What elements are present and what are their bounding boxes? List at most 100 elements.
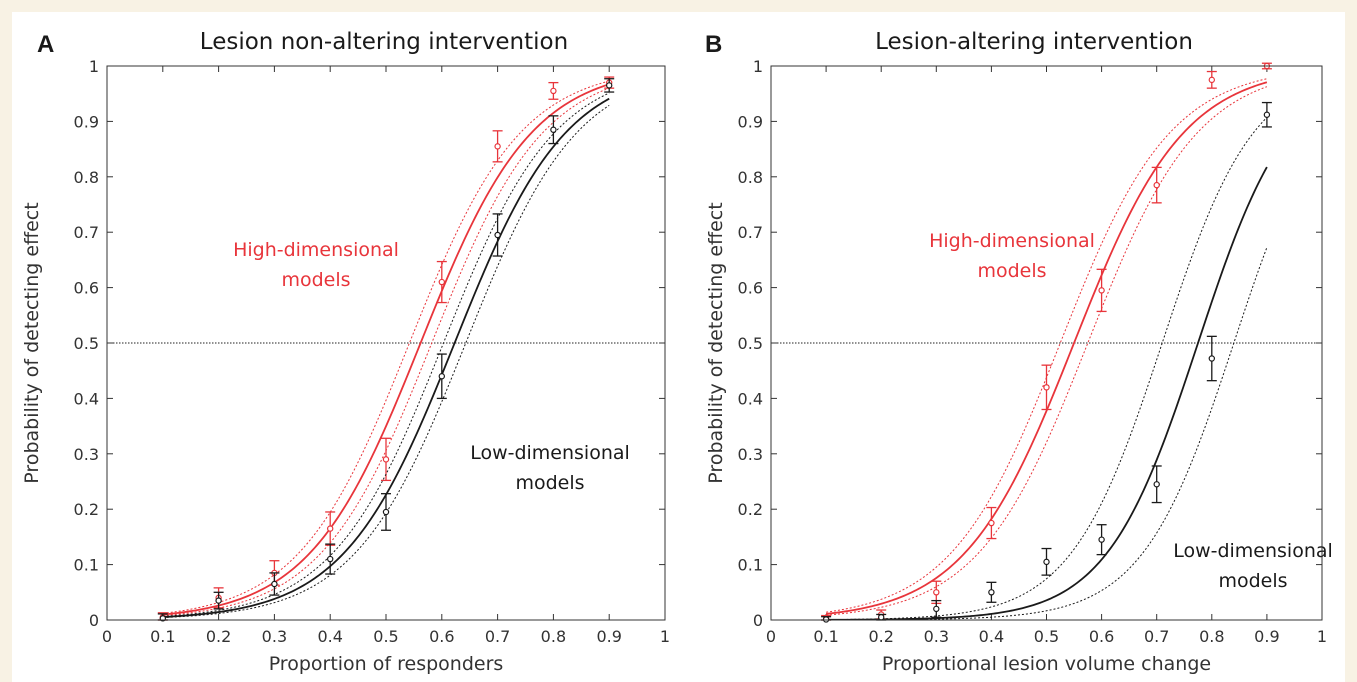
y-tick-label: 0.9 [74,112,99,131]
data-point [550,126,557,133]
x-tick-label: 0.6 [1089,627,1114,646]
annotation-line: High-dimensional [233,239,399,261]
y-tick-label: 0 [89,611,99,630]
annotation-line: Low-dimensional [470,442,630,464]
x-tick-label: 0 [102,627,112,646]
data-point [215,597,222,604]
x-tick-label: 0.1 [150,627,175,646]
data-point [1098,287,1105,294]
y-tick-label: 0.6 [74,279,99,298]
x-tick-label: 0 [766,627,776,646]
ci-lower-curve [162,80,610,614]
y-tick-label: 0.3 [738,445,763,464]
data-point [382,456,390,463]
y-tick-label: 0.5 [738,334,763,353]
ci-lower-curve [162,92,610,617]
panel-letter: A [37,31,54,58]
x-tick-label: 0.9 [1254,627,1279,646]
x-tick-label: 0.4 [317,627,342,646]
ci-upper-curve [162,104,610,619]
annotation-line: models [515,472,584,494]
data-point [438,373,445,380]
y-tick-label: 0 [753,611,763,630]
x-tick-label: 0.7 [485,627,510,646]
figure: A Lesion non-altering intervention 0 0.1 0.2… [12,12,1345,682]
y-tick-label: 0.3 [74,445,99,464]
data-point [988,519,995,527]
annotation-line: Low-dimensional [1173,540,1333,562]
data-point [1208,76,1216,84]
y-axis-label: Probability of detecting effect [705,202,727,483]
y-tick-label: 0.1 [74,556,99,575]
data-point [438,278,445,286]
series-1-points [157,78,615,622]
y-tick-label: 1 [753,57,763,76]
x-tick-label: 0.2 [868,627,893,646]
ci-lower-curve [826,117,1268,620]
series-1-curves [162,92,610,619]
y-tick-label: 0.2 [74,500,99,519]
y-tick-label: 1 [89,57,99,76]
annotation-line: High-dimensional [929,230,1095,252]
data-point [933,605,940,613]
y-tick-label: 0.6 [738,279,763,298]
x-tick-label: 0.5 [373,627,398,646]
series-0-points [821,62,1272,622]
data-point [1153,181,1160,189]
panel-letter: B [705,31,722,58]
y-tick-label: 0.4 [738,389,763,408]
y-tick-label: 0.1 [738,556,763,575]
series-0-points [157,76,615,621]
y-tick-label: 0.5 [74,334,99,353]
data-point [494,143,501,150]
x-tick-label: 0.1 [813,627,838,646]
data-point [1098,536,1105,543]
x-tick-label: 0.5 [1034,627,1059,646]
y-tick-label: 0.8 [74,168,99,187]
data-point [878,614,885,621]
annotation-line: models [1218,570,1287,592]
annotation-line: models [281,269,350,291]
data-point [327,525,334,532]
series-0-curves [826,78,1268,616]
x-axis-label: Proportional lesion volume change [882,653,1211,675]
x-tick-label: 0.4 [979,627,1004,646]
x-tick-label: 0.9 [596,627,621,646]
data-point [494,231,501,239]
chart-title: Lesion-altering intervention [875,29,1193,55]
data-point [1043,558,1050,566]
y-tick-label: 0.8 [738,168,763,187]
y-tick-label: 0.4 [74,389,99,408]
x-tick-label: 0.6 [429,627,454,646]
data-point [327,555,334,563]
x-tick-label: 0.8 [1199,627,1224,646]
ci-upper-curve [826,86,1268,616]
data-point [822,616,830,623]
data-point [1263,111,1271,118]
plot-frame [106,65,666,621]
x-tick-label: 0.7 [1144,627,1169,646]
annotation-line: models [977,260,1046,282]
plot-frame [770,65,1323,621]
fit-curve [162,97,610,618]
x-tick-label: 1 [660,627,670,646]
data-point [271,580,278,588]
y-tick-label: 0.9 [738,112,763,131]
data-point [382,508,390,516]
data-point [933,589,940,596]
high-dimensional-label: High-dimensional models [929,230,1095,282]
x-tick-label: 0.3 [924,627,949,646]
fit-curve [162,83,610,616]
data-point [1153,481,1160,488]
low-dimensional-label: Low-dimensional models [470,442,630,494]
y-tick-label: 0.2 [738,500,763,519]
x-tick-label: 0.2 [206,627,231,646]
fit-curve [826,81,1268,615]
chart-title: Lesion non-altering intervention [200,29,568,55]
x-axis-label: Proportion of responders [269,653,504,675]
panel-b: B Lesion-altering intervention 0 0.1 0.2 0.3 0… [705,29,1333,675]
data-point [550,87,557,95]
y-tick-label: 0.7 [74,223,99,242]
ci-lower-curve [826,78,1268,613]
ci-upper-curve [162,87,610,617]
